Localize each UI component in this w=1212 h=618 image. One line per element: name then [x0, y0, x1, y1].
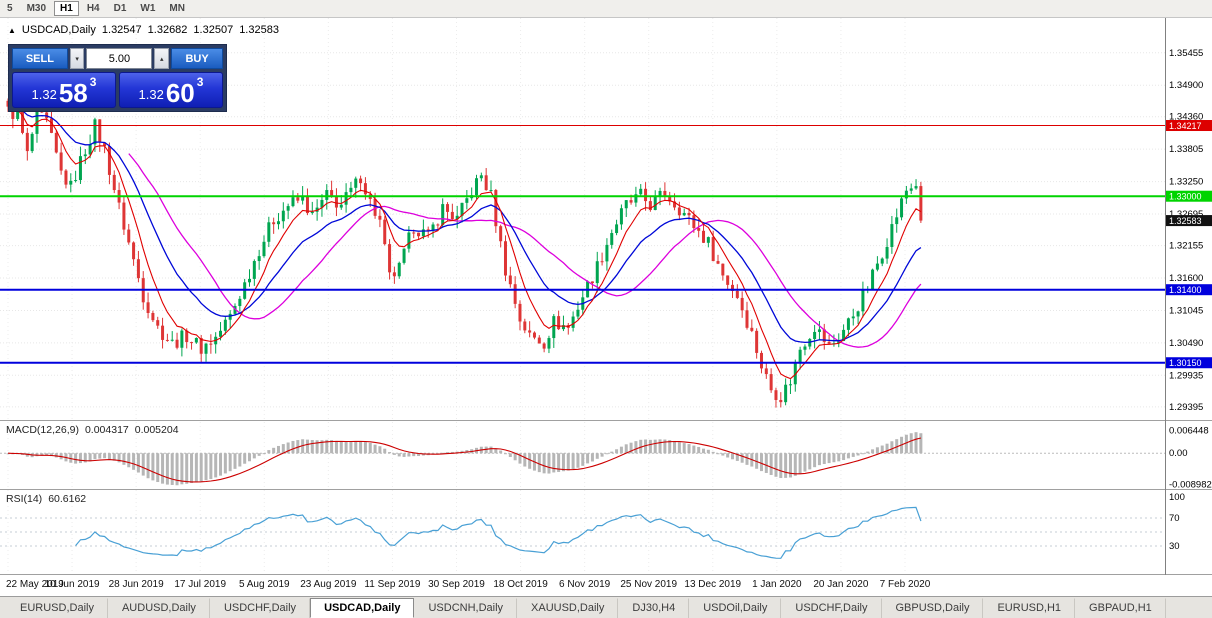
svg-text:-0.008982: -0.008982: [1169, 480, 1212, 491]
svg-text:1.34900: 1.34900: [1169, 80, 1203, 91]
timeframe-button-h4[interactable]: H4: [80, 1, 106, 16]
svg-text:1 Jan 2020: 1 Jan 2020: [752, 579, 802, 590]
volume-increase-button[interactable]: ▴: [154, 48, 170, 69]
ma-lines: [7, 105, 922, 380]
rsi-pane: 100 70 30: [0, 492, 1185, 559]
svg-text:1.31045: 1.31045: [1169, 305, 1203, 316]
chart-tab-eurusd-h1[interactable]: EURUSD,H1: [983, 598, 1076, 618]
buy-price-display[interactable]: 1.32 60 3: [119, 72, 223, 108]
svg-text:5 Aug 2019: 5 Aug 2019: [239, 579, 290, 590]
current-price-tag: 1.32583: [1166, 215, 1212, 227]
svg-text:1.35455: 1.35455: [1169, 48, 1203, 59]
svg-text:1.32155: 1.32155: [1169, 241, 1203, 252]
svg-text:1.32695: 1.32695: [1169, 209, 1203, 220]
buy-price-big: 60: [165, 77, 195, 108]
timeframe-button-h1[interactable]: H1: [54, 1, 79, 16]
svg-text:1.30150: 1.30150: [1169, 358, 1202, 368]
price-chart[interactable]: 1.34217 1.33000 1.31400 1.30150 1.35455 1.349…: [0, 18, 1212, 596]
volume-input[interactable]: [86, 48, 153, 69]
svg-text:1.32583: 1.32583: [1169, 216, 1202, 226]
trade-prices-row: 1.32 58 3 1.32 60 3: [12, 72, 223, 108]
chevron-up-icon: ▴: [160, 55, 164, 63]
svg-text:10 Jun 2019: 10 Jun 2019: [45, 579, 100, 590]
chart-tab-usdoil-daily[interactable]: USDOil,Daily: [689, 598, 782, 618]
svg-text:1.30490: 1.30490: [1169, 338, 1203, 349]
chart-tab-usdchf-daily[interactable]: USDCHF,Daily: [781, 598, 882, 618]
price-axis: 1.35455 1.34900 1.34360 1.33805 1.33250 1.326…: [1169, 48, 1203, 413]
svg-text:1.33000: 1.33000: [1169, 192, 1202, 202]
svg-text:0.00: 0.00: [1169, 448, 1188, 459]
sell-price-big: 58: [58, 77, 88, 108]
svg-text:1.29935: 1.29935: [1169, 370, 1203, 381]
chart-tab-gbpaud-h1[interactable]: GBPAUD,H1: [1075, 598, 1166, 618]
sell-price-display[interactable]: 1.32 58 3: [12, 72, 116, 108]
buy-button[interactable]: BUY: [171, 48, 223, 69]
timeframe-toolbar: 5 M30 H1 H4 D1 W1 MN: [0, 0, 1212, 18]
svg-text:30 Sep 2019: 30 Sep 2019: [428, 579, 485, 590]
svg-text:25 Nov 2019: 25 Nov 2019: [620, 579, 677, 590]
svg-text:1.31400: 1.31400: [1169, 285, 1202, 295]
sell-price-sup: 3: [89, 75, 97, 89]
svg-text:0.006448: 0.006448: [1169, 426, 1209, 437]
svg-text:28 Jun 2019: 28 Jun 2019: [109, 579, 164, 590]
chart-tab-usdcad-daily[interactable]: USDCAD,Daily: [310, 598, 415, 618]
svg-text:1.34360: 1.34360: [1169, 112, 1203, 123]
chevron-down-icon: ▾: [75, 55, 79, 63]
svg-text:18 Oct 2019: 18 Oct 2019: [493, 579, 548, 590]
svg-text:22 May 2019: 22 May 2019: [6, 579, 64, 590]
svg-text:1.31600: 1.31600: [1169, 273, 1203, 284]
svg-text:100: 100: [1169, 492, 1185, 503]
chart-tab-xauusd-daily[interactable]: XAUUSD,Daily: [517, 598, 619, 618]
level-lines: 1.34217 1.33000 1.31400 1.30150: [0, 120, 1212, 369]
timeframe-button-d1[interactable]: D1: [107, 1, 133, 16]
svg-text:1.34217: 1.34217: [1169, 121, 1202, 131]
buy-price-prefix: 1.32: [138, 87, 164, 102]
timeframe-button-w1[interactable]: W1: [134, 1, 162, 16]
chart-tab-usdchf-daily[interactable]: USDCHF,Daily: [210, 598, 311, 618]
svg-text:13 Dec 2019: 13 Dec 2019: [684, 579, 741, 590]
sell-price-prefix: 1.32: [31, 87, 57, 102]
volume-decrease-button[interactable]: ▾: [69, 48, 85, 69]
chart-background: [0, 18, 1212, 596]
svg-text:6 Nov 2019: 6 Nov 2019: [559, 579, 611, 590]
svg-text:30: 30: [1169, 541, 1180, 552]
svg-text:11 Sep 2019: 11 Sep 2019: [364, 579, 420, 590]
chart-tab-usdcnh-daily[interactable]: USDCNH,Daily: [414, 598, 518, 618]
trade-controls-row: SELL ▾ ▴ BUY: [12, 48, 223, 69]
chart-tab-audusd-daily[interactable]: AUDUSD,Daily: [108, 598, 210, 618]
buy-price-sup: 3: [196, 75, 204, 89]
chart-tab-eurusd-daily[interactable]: EURUSD,Daily: [6, 598, 108, 618]
svg-text:7 Feb 2020: 7 Feb 2020: [880, 579, 931, 590]
svg-text:23 Aug 2019: 23 Aug 2019: [300, 579, 357, 590]
svg-text:70: 70: [1169, 513, 1180, 524]
macd-pane: 0.006448 0.00 -0.008982: [0, 426, 1212, 491]
chart-area: 1.34217 1.33000 1.31400 1.30150 1.35455 1.349…: [0, 18, 1212, 596]
timeframe-button-mn[interactable]: MN: [163, 1, 191, 16]
sell-button[interactable]: SELL: [12, 48, 68, 69]
chart-tab-dj30-h4[interactable]: DJ30,H4: [618, 598, 690, 618]
timeframe-button-m30[interactable]: M30: [20, 1, 53, 16]
svg-text:20 Jan 2020: 20 Jan 2020: [813, 579, 868, 590]
chart-tab-gbpusd-daily[interactable]: GBPUSD,Daily: [882, 598, 984, 618]
timeframe-button-5[interactable]: 5: [1, 1, 19, 16]
chart-tab-bar: EURUSD,Daily AUDUSD,Daily USDCHF,Daily USDC…: [0, 596, 1212, 618]
svg-text:1.33250: 1.33250: [1169, 177, 1203, 188]
svg-text:1.29395: 1.29395: [1169, 402, 1203, 413]
svg-text:1.33805: 1.33805: [1169, 144, 1203, 155]
svg-text:17 Jul 2019: 17 Jul 2019: [174, 579, 226, 590]
